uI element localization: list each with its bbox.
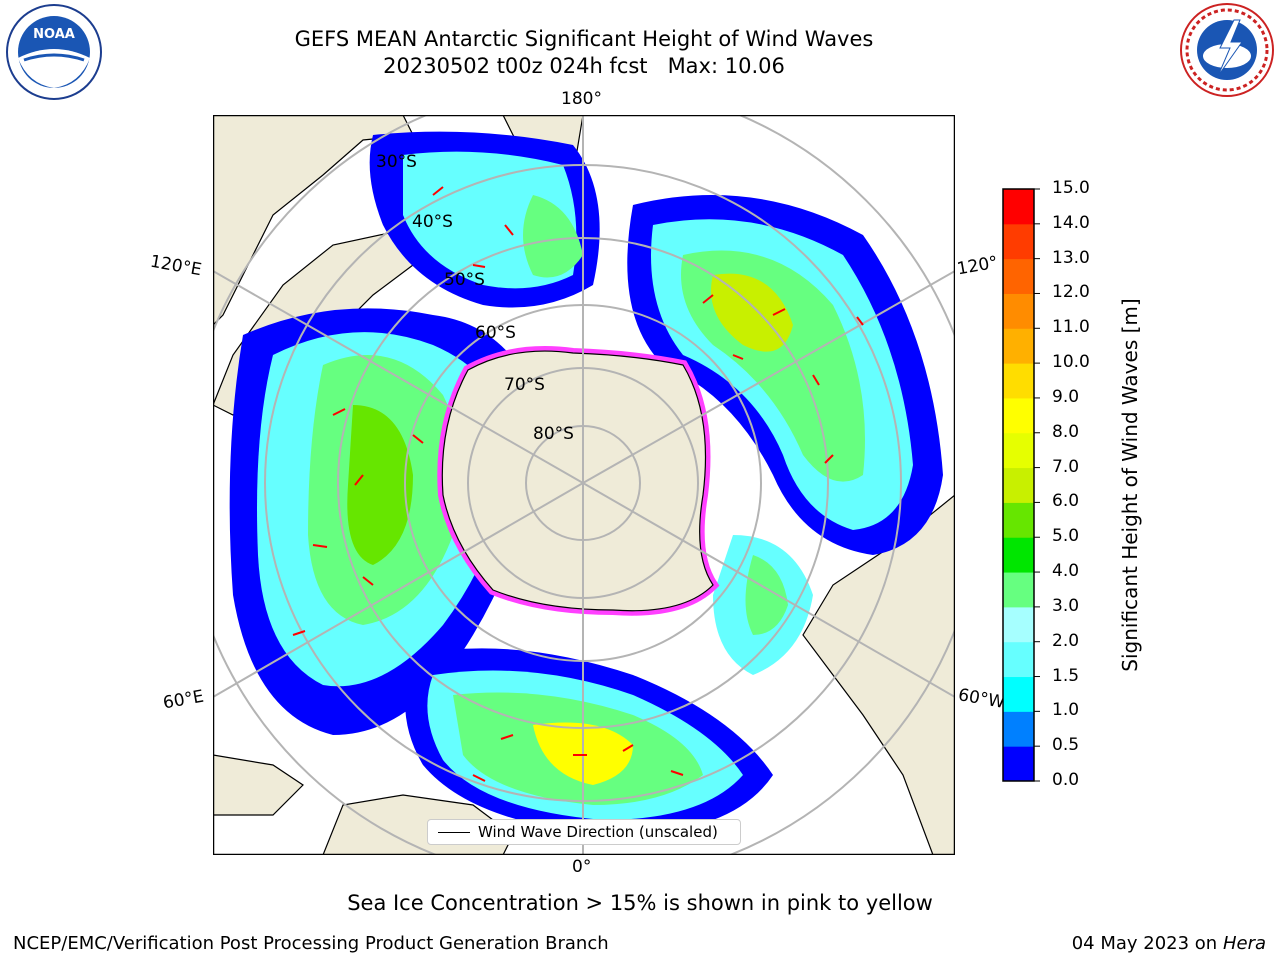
lat-label-30s: 30°S: [376, 152, 417, 172]
sea-ice-note: Sea Ice Concentration > 15% is shown in …: [347, 891, 933, 915]
colorbar-segment: [1003, 397, 1034, 434]
lat-label-60s: 60°S: [475, 323, 516, 343]
colorbar-segment: [1003, 258, 1034, 294]
lon-label-180: 180°: [561, 89, 602, 109]
colorbar-tick-label: 12.0: [1052, 282, 1090, 303]
colorbar-tick-label: 3.0: [1052, 595, 1080, 616]
colorbar-frame: [1002, 188, 1035, 782]
colorbar-segment: [1003, 502, 1034, 538]
colorbar-tick-label: 10.0: [1052, 352, 1090, 373]
colorbar-tick-label: 4.0: [1052, 561, 1080, 582]
colorbar-tick-label: 14.0: [1052, 212, 1090, 233]
colorbar-tick-label: 11.0: [1052, 317, 1090, 338]
colorbar-tick-label: 1.0: [1052, 700, 1080, 721]
wind-wave-arrows: [292, 186, 864, 782]
colorbar-segment: [1003, 293, 1034, 329]
colorbar-tick-label: 7.0: [1052, 456, 1080, 477]
colorbar-tick-label: 0.5: [1052, 735, 1080, 756]
colorbar-segment: [1003, 606, 1034, 643]
wave-height-field: [229, 131, 943, 835]
colorbar-tick-label: 2.0: [1052, 630, 1080, 651]
chart-subtitle: 20230502 t00z 024h fcst Max: 10.06: [383, 54, 785, 78]
colorbar-label: Significant Height of Wind Waves [m]: [1118, 298, 1142, 672]
lon-label-0: 0°: [572, 857, 592, 877]
polar-map: [213, 115, 955, 855]
colorbar-tick-label: 13.0: [1052, 247, 1090, 268]
footer-credit: NCEP/EMC/Verification Post Processing Pr…: [13, 933, 609, 954]
colorbar-segment: [1003, 189, 1034, 225]
map-frame: [213, 115, 955, 855]
colorbar-tick-label: 5.0: [1052, 526, 1080, 547]
colorbar-segment: [1003, 537, 1034, 573]
graticule: [213, 115, 955, 855]
legend-label: Wind Wave Direction (unscaled): [478, 823, 718, 841]
colorbar-tick-label: 0.0: [1052, 770, 1080, 790]
colorbar-segment: [1003, 572, 1034, 608]
colorbar-segment: [1003, 641, 1034, 678]
footer-machine: Hera: [1222, 933, 1266, 954]
footer-date-text: 04 May 2023 on: [1071, 933, 1218, 954]
colorbar-tick-label: 9.0: [1052, 386, 1080, 407]
footer-date: 04 May 2023 on Hera: [1072, 933, 1266, 954]
svg-text:NOAA: NOAA: [33, 27, 75, 42]
lon-label-60w: 60°W: [956, 685, 1007, 713]
colorbar-segment: [1003, 223, 1034, 260]
colorbar-tick-label: 15.0: [1052, 178, 1090, 198]
colorbar-segment: [1003, 467, 1034, 503]
colorbar: [1002, 188, 1040, 782]
colorbar-tick-label: 1.5: [1052, 665, 1080, 686]
colorbar-tick-label: 8.0: [1052, 421, 1080, 442]
noaa-logo: NOAA: [6, 4, 102, 100]
lon-label-120w: 120°: [955, 252, 1000, 280]
colorbar-segment: [1003, 746, 1034, 782]
lon-label-120e: 120°E: [148, 251, 204, 281]
colorbar-segment: [1003, 711, 1034, 747]
colorbar-tick-label: 6.0: [1052, 491, 1080, 512]
lat-label-40s: 40°S: [412, 212, 453, 232]
colorbar-segment: [1003, 363, 1034, 399]
lat-label-80s: 80°S: [533, 424, 574, 444]
colorbar-segment: [1003, 328, 1034, 364]
nws-logo: [1180, 3, 1274, 97]
colorbar-segment: [1003, 432, 1034, 469]
lon-label-60e: 60°E: [161, 686, 206, 714]
legend-line: [438, 832, 470, 833]
lat-label-70s: 70°S: [504, 375, 545, 395]
map-legend: Wind Wave Direction (unscaled): [427, 819, 741, 845]
colorbar-segment: [1003, 676, 1034, 712]
chart-title: GEFS MEAN Antarctic Significant Height o…: [294, 27, 874, 51]
lat-label-50s: 50°S: [444, 270, 485, 290]
